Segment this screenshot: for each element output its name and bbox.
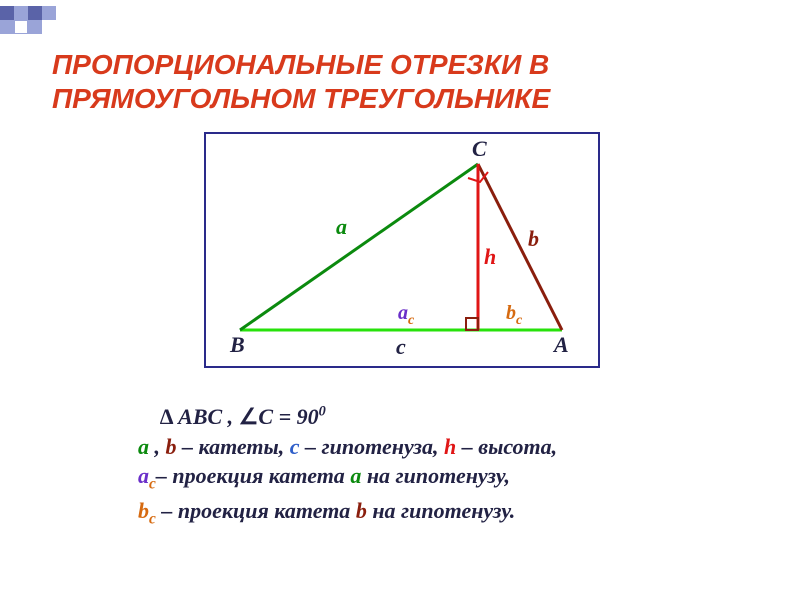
label-c: c bbox=[396, 334, 406, 360]
label-ac: ac bbox=[398, 302, 414, 329]
diagram-svg bbox=[206, 134, 598, 366]
triangle-diagram: C B A a b c h ac bc bbox=[204, 132, 600, 368]
label-a: a bbox=[336, 214, 347, 240]
caption-line2: a , b – катеты, c – гипотенуза, h – высо… bbox=[138, 432, 750, 462]
caption-line4: bc – проекция катета b на гипотенузу. bbox=[138, 496, 750, 530]
caption-line1: ∆ ABC , ∠C = 900 bbox=[138, 402, 750, 432]
label-C: C bbox=[472, 136, 487, 162]
title-line2: ПРЯМОУГОЛЬНОМ ТРЕУГОЛЬНИКЕ bbox=[52, 83, 550, 114]
title-line1: ПРОПОРЦИОНАЛЬНЫЕ ОТРЕЗКИ В bbox=[52, 49, 549, 80]
label-b: b bbox=[528, 226, 539, 252]
label-A: A bbox=[554, 332, 569, 358]
caption-line3: ac– проекция катета a на гипотенузу, bbox=[138, 461, 750, 495]
caption-block: ∆ ABC , ∠C = 900 a , b – катеты, c – гип… bbox=[138, 402, 750, 530]
label-bc: bc bbox=[506, 302, 522, 329]
label-h: h bbox=[484, 244, 496, 270]
label-B: B bbox=[230, 332, 245, 358]
slide-title: ПРОПОРЦИОНАЛЬНЫЕ ОТРЕЗКИ В ПРЯМОУГОЛЬНОМ… bbox=[52, 48, 760, 115]
